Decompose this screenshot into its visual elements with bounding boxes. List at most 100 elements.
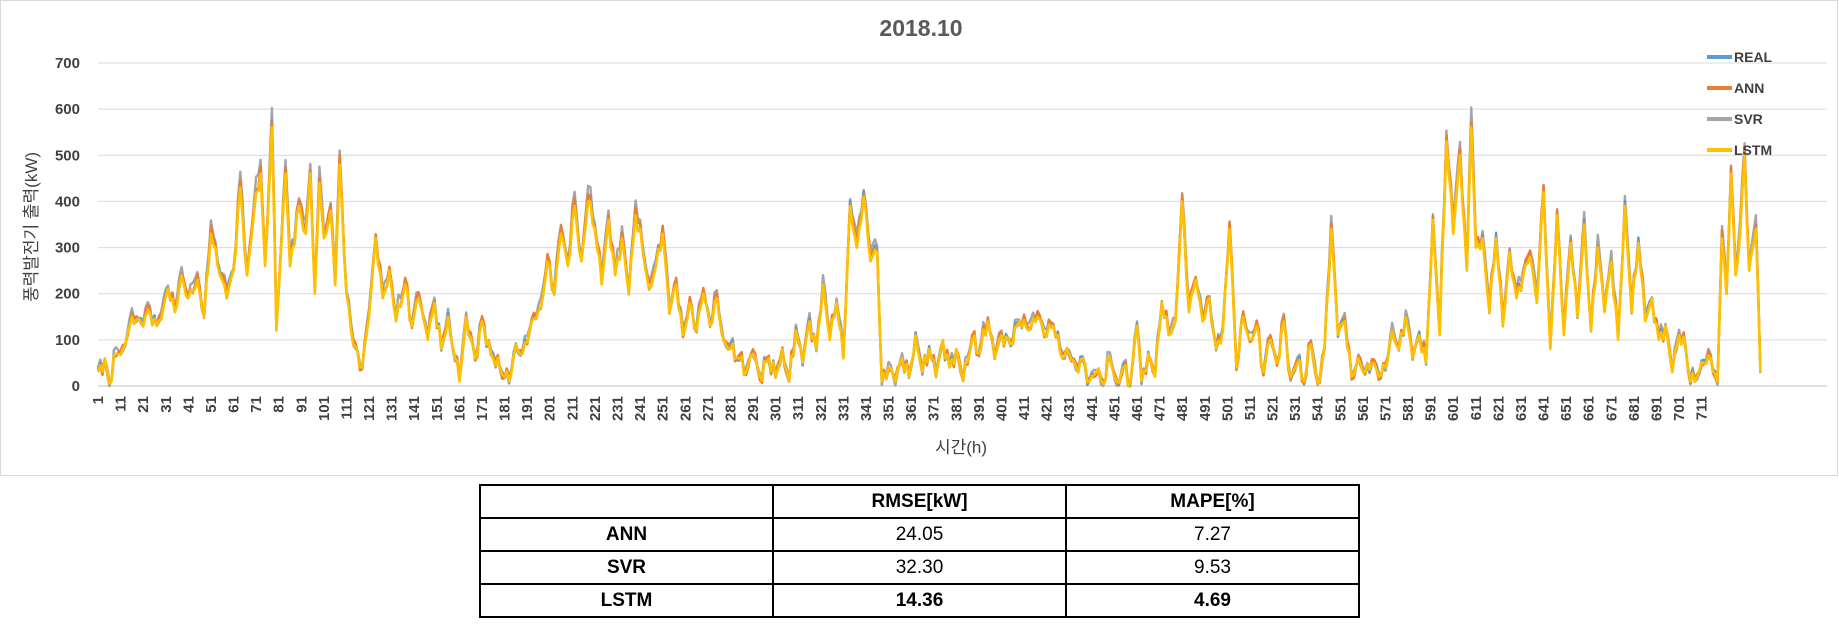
x-tick-label: 681	[1626, 396, 1643, 421]
y-axis-label: 풍력발전기 출력(kW)	[22, 152, 41, 302]
metrics-table: RMSE[kW] MAPE[%] ANN 24.05 7.27 SVR 32.3…	[479, 484, 1360, 618]
x-tick-label: 331	[835, 396, 852, 421]
table-header-cell	[479, 484, 774, 519]
x-tick-label: 661	[1581, 396, 1598, 421]
x-tick-label: 471	[1152, 396, 1169, 421]
x-tick-label: 281	[722, 396, 739, 421]
x-tick-label: 651	[1558, 396, 1575, 421]
chart-area: 2018.10 0 100 200 300 400 500 600 700 1 11 21 31 41…	[0, 0, 1838, 476]
x-tick-label: 441	[1084, 396, 1101, 421]
y-tick-label: 0	[72, 378, 80, 395]
y-tick-label: 200	[55, 286, 80, 303]
x-tick-label: 291	[745, 396, 762, 421]
x-tick-label: 341	[858, 396, 875, 421]
x-tick-label: 171	[474, 396, 491, 421]
x-tick-label: 241	[632, 396, 649, 421]
x-tick-label: 461	[1129, 396, 1146, 421]
x-tick-label: 61	[226, 396, 243, 413]
x-tick-label: 671	[1603, 396, 1620, 421]
x-tick-label: 631	[1513, 396, 1530, 421]
row-label: ANN	[479, 517, 774, 552]
gridlines	[98, 62, 1827, 387]
series-lines	[96, 106, 1762, 388]
legend-label: REAL	[1734, 49, 1773, 65]
table-row-svr: SVR 32.30 9.53	[479, 550, 1360, 585]
x-tick-label: 571	[1377, 396, 1394, 421]
x-tick-label: 71	[248, 396, 265, 413]
x-tick-label: 121	[361, 396, 378, 421]
table-header-rmse: RMSE[kW]	[772, 484, 1067, 519]
rmse-value: 32.30	[772, 550, 1067, 585]
x-tick-label: 181	[497, 396, 514, 421]
x-tick-label: 311	[790, 396, 807, 420]
y-tick-label: 300	[55, 240, 80, 257]
row-label: LSTM	[479, 583, 774, 618]
x-tick-labels: 1 11 21 31 41 51 61 71 81 91 101 111 121 131 141 151 161…	[90, 396, 1711, 421]
x-tick-label: 451	[1106, 396, 1123, 421]
x-tick-label: 101	[316, 396, 333, 421]
x-tick-label: 411	[1016, 396, 1033, 420]
x-tick-label: 271	[700, 396, 717, 421]
x-tick-label: 561	[1355, 396, 1372, 421]
rmse-value: 24.05	[772, 517, 1067, 552]
x-tick-label: 151	[429, 396, 446, 421]
table-row-ann: ANN 24.05 7.27	[479, 517, 1360, 552]
x-tick-label: 591	[1423, 396, 1440, 421]
table-row-lstm: LSTM 14.36 4.69	[479, 583, 1360, 618]
x-tick-label: 251	[655, 396, 672, 421]
x-tick-label: 601	[1445, 396, 1462, 421]
x-tick-label: 201	[542, 396, 559, 421]
x-tick-label: 381	[948, 396, 965, 421]
x-tick-label: 431	[1061, 396, 1078, 421]
x-tick-label: 521	[1265, 396, 1282, 421]
x-tick-label: 501	[1219, 396, 1236, 421]
x-tick-label: 221	[587, 396, 604, 421]
x-tick-label: 611	[1468, 396, 1485, 420]
x-tick-label: 261	[677, 396, 694, 421]
legend-label: ANN	[1734, 80, 1764, 96]
y-tick-labels: 0 100 200 300 400 500 600 700	[55, 55, 80, 395]
x-tick-label: 481	[1174, 396, 1191, 421]
x-tick-label: 541	[1310, 396, 1327, 421]
x-tick-label: 191	[519, 396, 536, 421]
x-tick-label: 351	[881, 396, 898, 421]
x-tick-label: 51	[203, 396, 220, 413]
x-tick-label: 141	[406, 396, 423, 421]
x-tick-label: 131	[384, 396, 401, 421]
mape-value: 7.27	[1065, 517, 1360, 552]
x-tick-label: 511	[1242, 396, 1259, 420]
x-tick-label: 321	[813, 396, 830, 421]
table-header-mape: MAPE[%]	[1065, 484, 1360, 519]
x-tick-label: 701	[1671, 396, 1688, 421]
chart-title: 2018.10	[879, 15, 962, 41]
x-tick-label: 531	[1287, 396, 1304, 421]
y-tick-label: 100	[55, 332, 80, 349]
x-tick-label: 301	[768, 396, 785, 421]
table-header-row: RMSE[kW] MAPE[%]	[479, 484, 1360, 519]
legend-label: SVR	[1734, 111, 1763, 127]
x-tick-label: 691	[1648, 396, 1665, 421]
x-tick-label: 1	[90, 396, 107, 404]
mape-value: 9.53	[1065, 550, 1360, 585]
x-tick-label: 621	[1490, 396, 1507, 421]
x-tick-label: 211	[564, 396, 581, 420]
x-tick-label: 81	[271, 396, 288, 413]
x-tick-label: 711	[1694, 396, 1711, 420]
x-tick-label: 391	[971, 396, 988, 421]
x-tick-label: 641	[1536, 396, 1553, 421]
x-axis-label: 시간(h)	[935, 438, 987, 457]
y-tick-label: 700	[55, 55, 80, 72]
series-line-svr	[96, 106, 1762, 388]
rmse-value: 14.36	[772, 583, 1067, 618]
x-tick-label: 371	[926, 396, 943, 421]
x-tick-label: 551	[1332, 396, 1349, 421]
x-tick-label: 231	[609, 396, 626, 421]
x-tick-label: 111	[338, 396, 355, 419]
y-tick-label: 600	[55, 101, 80, 118]
x-tick-label: 11	[113, 396, 130, 412]
y-tick-label: 400	[55, 193, 80, 210]
x-tick-label: 91	[293, 396, 310, 413]
x-tick-label: 491	[1197, 396, 1214, 421]
mape-value: 4.69	[1065, 583, 1360, 618]
